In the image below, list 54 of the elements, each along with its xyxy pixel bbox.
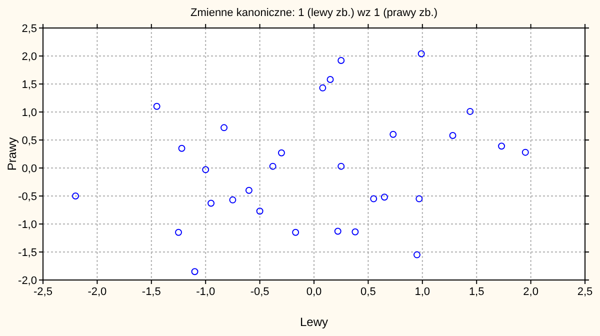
chart-title: Zmienne kanoniczne: 1 (lewy zb.) wz 1 (prawy zb.) [190,7,438,19]
x-tick-label: -2,0 [88,286,107,298]
point [256,208,264,215]
point [208,200,215,207]
point [338,162,345,170]
y-tick-label: 0,0 [22,163,37,175]
point [319,84,326,92]
x-tick-label: 0,0 [306,286,322,298]
point [175,228,182,236]
point [380,194,388,201]
point [229,196,236,204]
point [220,124,228,132]
x-tick-label: 0,5 [360,286,376,298]
point [416,195,423,202]
point [72,192,80,200]
point [245,186,252,194]
point [269,162,276,170]
x-tick-label: -2,5 [34,286,52,298]
x-tick-label: 1,5 [468,286,484,298]
point [449,132,456,140]
point [466,108,474,115]
y-tick-label: -1,5 [18,247,37,259]
y-tick-label: -1,0 [18,219,37,231]
point [178,144,186,152]
point [326,76,334,84]
x-tick-label: -1,5 [142,286,161,298]
point [390,130,397,138]
y-tick-label: 2,0 [22,51,37,63]
y-tick-label: 1,5 [22,79,37,91]
x-tick-label: -1,0 [196,286,216,298]
x-tick-label: 1,0 [414,286,430,298]
point [413,251,420,258]
point [278,149,285,156]
point [334,228,342,235]
x-tick-label: -0,5 [250,286,270,298]
x-tick-label: 2,5 [577,286,593,298]
point [370,195,378,202]
y-tick-label: 0,5 [22,135,37,147]
y-tick-label: 2,5 [22,23,37,35]
point [292,228,300,236]
point [418,50,425,58]
y-axis-title: Prawy [5,137,19,171]
point [352,228,359,236]
y-tick-label: -0,5 [18,191,37,203]
point [202,166,210,174]
x-axis-title: Lewy [300,315,328,329]
x-tick-label: 2,0 [523,286,538,298]
point [338,56,345,64]
point [153,102,160,110]
point [191,268,198,276]
y-tick-label: 1,0 [22,107,37,119]
point [498,142,506,150]
y-tick-label: -2,0 [18,275,37,287]
point [522,148,529,156]
